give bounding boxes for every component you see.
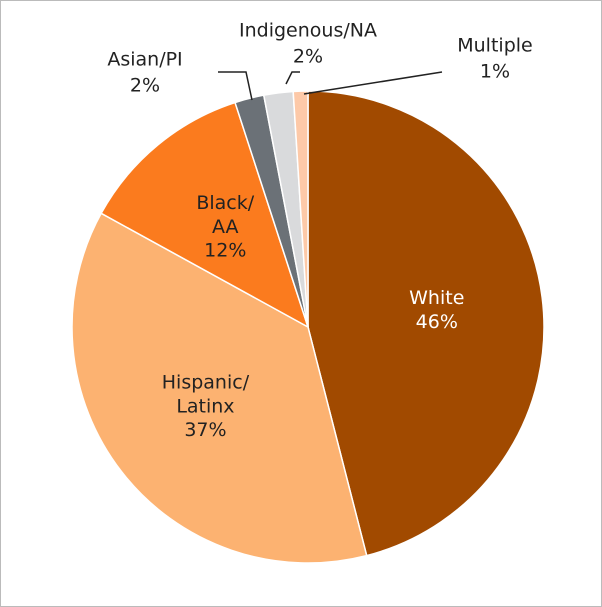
value-label: 46%: [416, 311, 458, 333]
slice: [71, 212, 368, 564]
slice-label: Black/AA: [196, 191, 254, 237]
label-line: Black/: [196, 191, 254, 213]
value-label: 2%: [293, 46, 323, 68]
label-line: AA: [212, 215, 239, 237]
slice: [307, 90, 545, 557]
value-label: 37%: [184, 419, 226, 441]
value-label: 1%: [480, 61, 510, 83]
value-label: 12%: [204, 239, 246, 261]
slice: [100, 101, 310, 329]
leader-line: [303, 71, 443, 95]
label-line: Hispanic/: [162, 371, 250, 393]
slice-label: Asian/PI: [107, 49, 182, 71]
slice-label: Multiple: [457, 35, 532, 57]
leader-line: [218, 71, 253, 101]
slice: [292, 90, 309, 328]
slice-label: White: [409, 287, 464, 309]
slice-label: Indigenous/NA: [239, 20, 377, 42]
value-label: 2%: [130, 75, 160, 97]
label-line: Latinx: [176, 395, 234, 417]
slice-label: Hispanic/Latinx: [162, 371, 250, 417]
leader-line: [285, 71, 300, 85]
